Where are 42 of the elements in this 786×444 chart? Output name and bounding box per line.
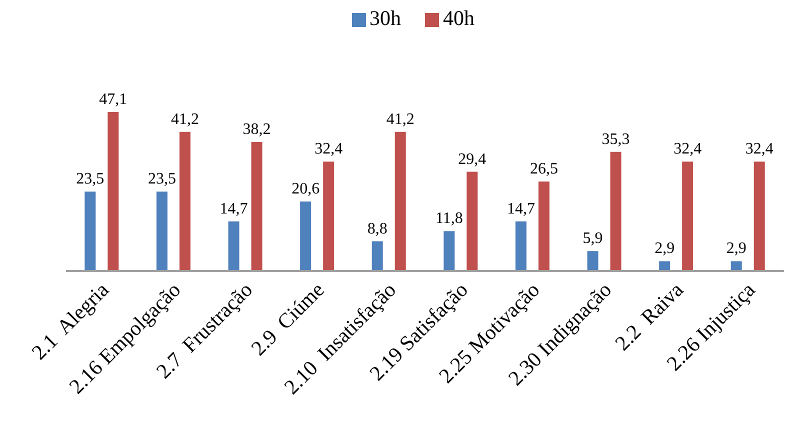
data-label: 14,7 xyxy=(220,200,248,218)
bar xyxy=(228,221,240,271)
bar xyxy=(251,142,262,271)
bar xyxy=(108,112,119,271)
data-label: 5,9 xyxy=(582,230,603,248)
bar xyxy=(323,162,334,271)
bar xyxy=(300,201,312,271)
legend-label: 40h xyxy=(443,6,474,30)
data-label: 14,7 xyxy=(506,200,535,218)
data-label: 35,3 xyxy=(602,130,630,148)
bar xyxy=(156,192,168,271)
data-label: 11,8 xyxy=(435,210,463,228)
bar xyxy=(610,152,622,271)
bar xyxy=(682,162,694,271)
bar xyxy=(587,251,598,271)
bar xyxy=(730,261,742,271)
data-label: 32,4 xyxy=(745,140,774,158)
bar xyxy=(659,261,670,271)
bar xyxy=(84,192,96,271)
bar xyxy=(394,132,406,271)
data-label: 23,5 xyxy=(148,170,176,188)
data-label: 26,5 xyxy=(530,160,558,178)
data-label: 8,8 xyxy=(367,220,388,238)
data-label: 32,4 xyxy=(674,140,702,158)
data-label: 2,9 xyxy=(654,240,675,258)
bar xyxy=(444,231,455,271)
data-label: 29,4 xyxy=(458,150,486,168)
bar xyxy=(538,182,550,271)
legend-label: 30h xyxy=(370,6,401,30)
bar xyxy=(466,172,478,271)
bar xyxy=(179,132,190,271)
data-label: 2,9 xyxy=(726,240,746,258)
bar xyxy=(515,221,526,271)
data-label: 47,1 xyxy=(99,91,128,108)
bar xyxy=(372,241,383,271)
data-label: 38,2 xyxy=(242,121,271,138)
data-label: 23,5 xyxy=(76,170,104,188)
data-label: 32,4 xyxy=(314,140,343,158)
data-label: 41,2 xyxy=(170,110,199,128)
data-label: 20,6 xyxy=(292,180,320,198)
bar xyxy=(754,162,765,271)
data-label: 41,2 xyxy=(386,110,414,128)
